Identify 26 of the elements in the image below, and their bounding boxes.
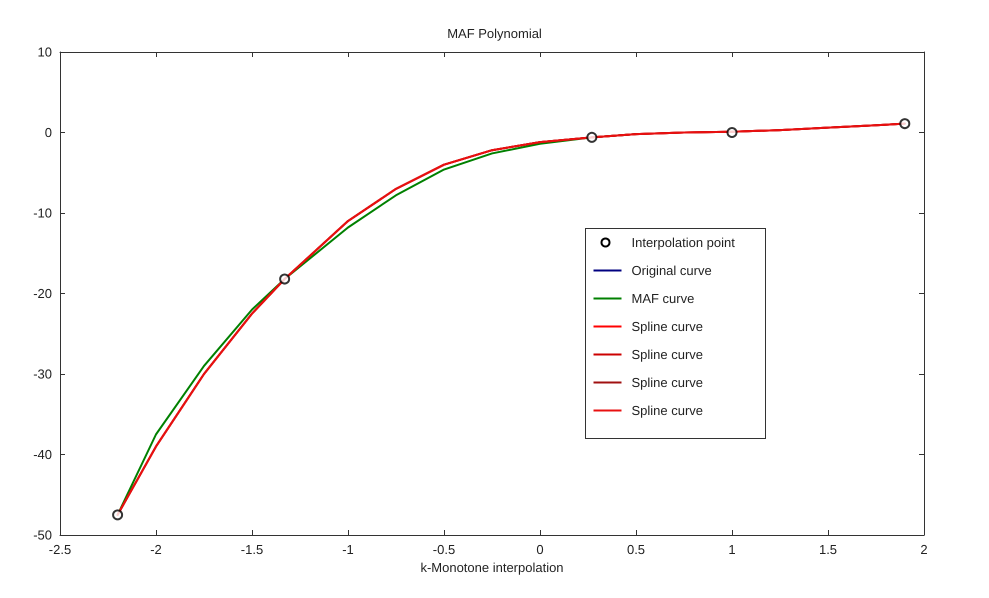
legend-label: Interpolation point [632,235,736,250]
legend-label: Spline curve [632,319,704,334]
x-tick-label: -0.5 [432,542,456,557]
x-tick-label: 1 [728,542,736,557]
x-tick-label: -2 [150,542,162,557]
x-tick-label: 2 [920,542,928,557]
chart-title: MAF Polynomial [447,26,542,41]
legend-label: Spline curve [632,347,704,362]
y-tick-label: -20 [33,286,52,301]
x-tick-label: 1.5 [818,542,838,557]
legend-label: Spline curve [632,375,704,390]
y-tick-label: -10 [33,206,52,220]
y-tick-label: 0 [44,125,52,140]
x-tick-label: -1.5 [240,542,264,557]
y-tick-label: -30 [33,366,52,382]
y-tick-label: 10 [38,44,52,60]
y-tick-label: -40 [33,447,52,462]
x-tick-label: 0 [536,542,544,557]
legend-label: MAF curve [632,291,694,306]
x-tick-label: -1 [342,542,354,557]
x-tick-label: 0.5 [626,542,646,557]
x-tick-label: -2.5 [48,542,72,557]
legend-label: Original curve [632,263,712,278]
x-axis-title: k-Monotone interpolation [420,560,564,575]
legend-label: Spline curve [632,403,704,418]
y-tick-label: -50 [33,528,52,542]
